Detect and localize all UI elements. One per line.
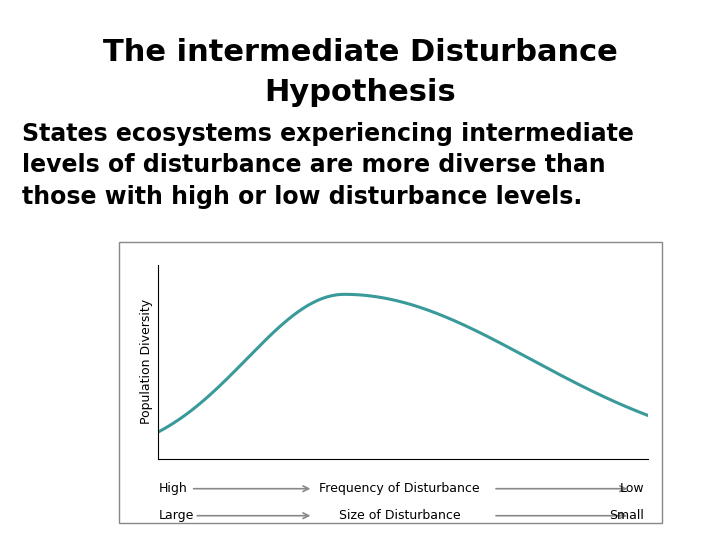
Text: States ecosystems experiencing intermediate
levels of disturbance are more diver: States ecosystems experiencing intermedi…	[22, 122, 634, 208]
Text: The intermediate Disturbance: The intermediate Disturbance	[103, 38, 617, 67]
Text: Low: Low	[620, 482, 644, 495]
Text: Hypothesis: Hypothesis	[264, 78, 456, 107]
Text: Size of Disturbance: Size of Disturbance	[339, 509, 460, 522]
Y-axis label: Population Diversity: Population Diversity	[140, 299, 153, 424]
Text: Small: Small	[610, 509, 644, 522]
Text: High: High	[158, 482, 187, 495]
Text: Frequency of Disturbance: Frequency of Disturbance	[319, 482, 480, 495]
Text: Large: Large	[158, 509, 194, 522]
